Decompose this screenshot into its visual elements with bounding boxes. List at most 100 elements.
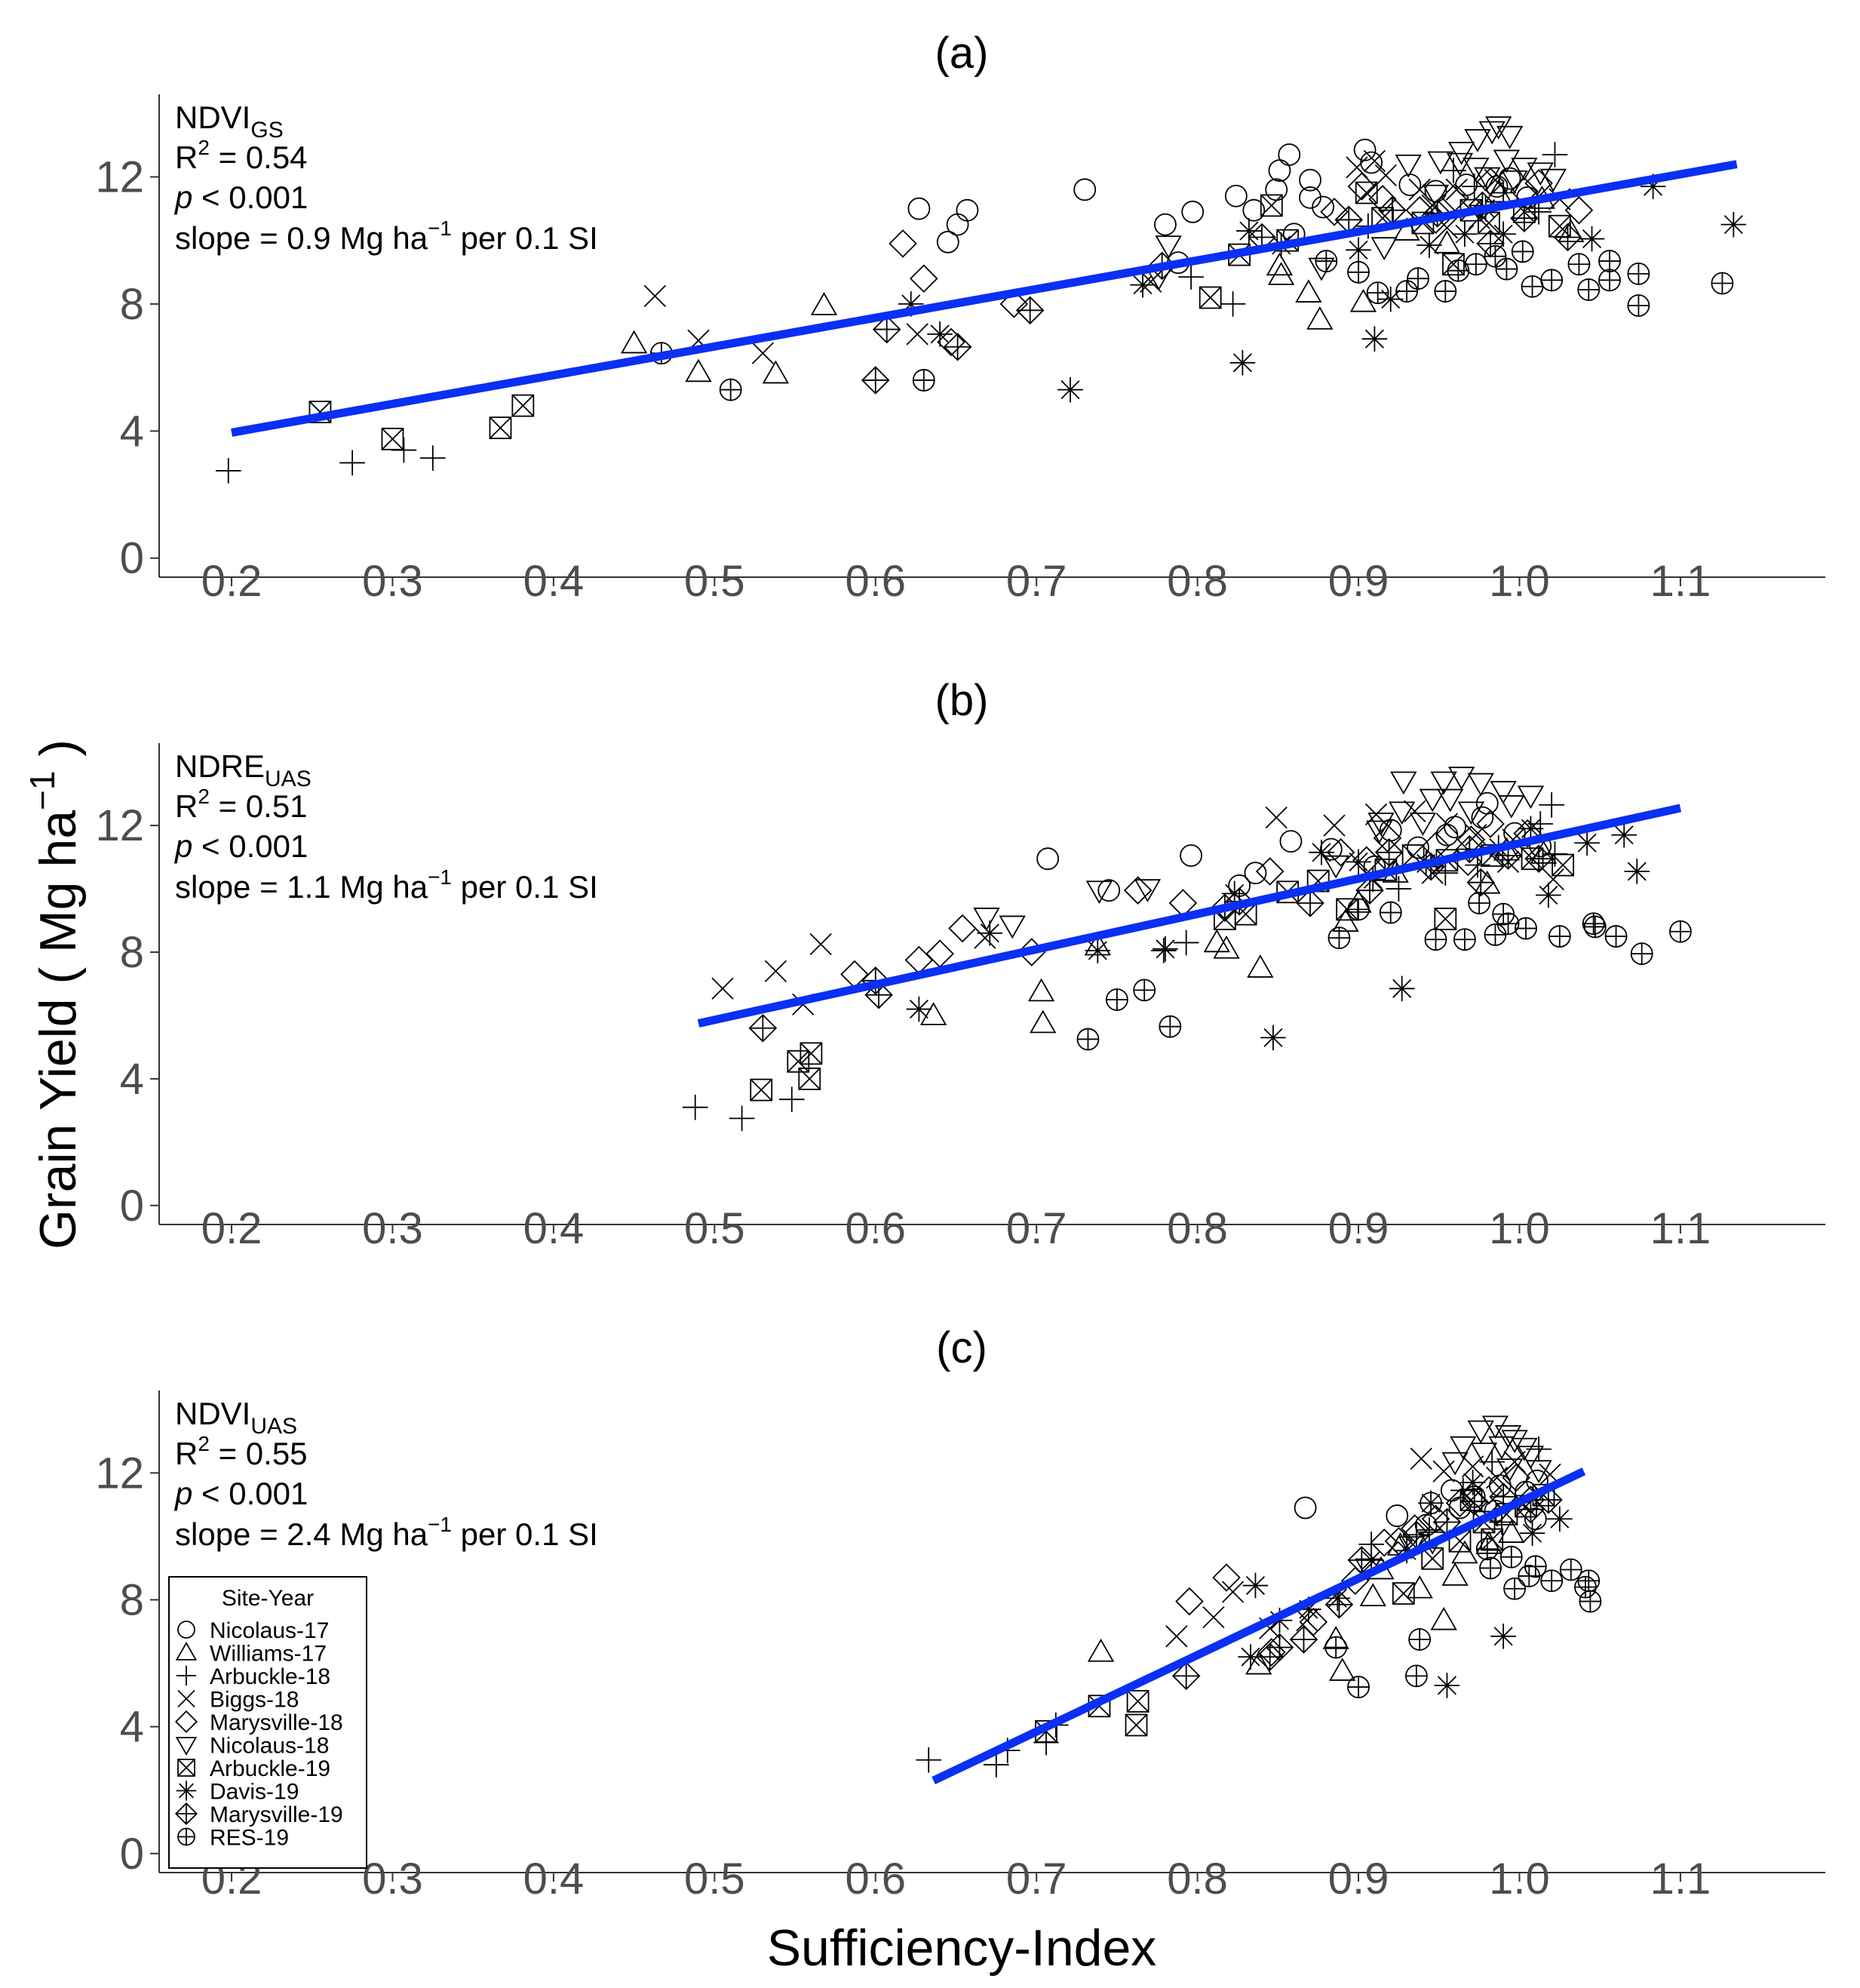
r2-label: R2 = 0.55 (175, 1432, 308, 1471)
legend-label: RES-19 (210, 1826, 289, 1851)
data-point (1315, 250, 1338, 272)
slope-label: slope = 2.4 Mg ha−1 per 0.1 SI (175, 1513, 598, 1552)
data-point (1498, 795, 1525, 819)
data-point (1519, 1520, 1545, 1546)
data-point (1323, 814, 1346, 837)
legend-entry: Davis-19 (176, 1780, 299, 1805)
data-point (1539, 792, 1564, 818)
x-tick-label: 0.4 (523, 557, 585, 606)
x-tick-label: 0.5 (684, 1854, 745, 1904)
index-name: NDREUAS (175, 748, 312, 791)
series-nicolaus-18 (973, 767, 1545, 939)
data-point (809, 933, 832, 956)
p-value-label: p < 0.001 (173, 1476, 308, 1511)
data-point (1379, 901, 1402, 924)
data-point (1327, 926, 1351, 950)
data-point (1255, 1642, 1285, 1671)
data-point (1126, 1690, 1149, 1713)
data-point (1418, 1490, 1444, 1516)
data-point (1542, 142, 1568, 167)
x-tick-label: 0.4 (523, 1854, 585, 1904)
legend-marker (176, 1665, 197, 1686)
data-point (1212, 1563, 1241, 1592)
data-point (1395, 280, 1418, 303)
data-point (1173, 929, 1199, 956)
data-point (1430, 771, 1457, 795)
series-davis-19 (898, 174, 1747, 403)
data-point (1498, 1519, 1525, 1543)
data-point (1577, 1569, 1601, 1593)
data-point (1247, 954, 1274, 978)
data-point (906, 323, 928, 346)
data-point (1361, 326, 1388, 352)
data-point (1527, 162, 1554, 186)
legend-entries: Nicolaus-17Williams-17Arbuckle-18Biggs-1… (174, 1618, 343, 1851)
data-point (1457, 801, 1485, 825)
legend: Site-Year Nicolaus-17Williams-17Arbuckle… (168, 1576, 367, 1869)
data-point (872, 315, 901, 344)
series-res-19 (650, 240, 1734, 401)
data-point (1475, 1476, 1503, 1505)
y-tick-label: 0 (120, 534, 144, 583)
data-point (1346, 237, 1371, 263)
series-marysville-19 (1171, 1483, 1563, 1691)
data-point (1521, 275, 1544, 298)
data-point (1511, 158, 1538, 181)
x-tick-label: 0.8 (1167, 557, 1228, 606)
legend-marker (175, 1642, 198, 1661)
data-point (936, 230, 959, 253)
data-point (1441, 1562, 1469, 1586)
x-tick-label: 1.1 (1650, 1204, 1711, 1253)
data-point (511, 394, 535, 417)
legend-entry: Marysville-18 (174, 1710, 343, 1735)
data-point (1242, 198, 1266, 222)
data-point (919, 1002, 947, 1025)
data-point (1306, 306, 1334, 330)
data-point (1366, 820, 1393, 844)
data-point (215, 458, 241, 484)
data-point (1030, 1009, 1057, 1034)
data-point (1036, 847, 1060, 871)
data-point (1447, 767, 1475, 790)
data-point (1450, 1436, 1477, 1460)
legend-marker (177, 1759, 195, 1777)
legend-label: Davis-19 (210, 1780, 299, 1805)
data-point (1165, 1625, 1188, 1648)
data-point (1488, 1436, 1515, 1460)
data-point (1598, 269, 1621, 292)
legend-label: Biggs-18 (210, 1688, 299, 1713)
data-point (1720, 211, 1747, 238)
x-tick-label: 1.0 (1489, 1854, 1550, 1904)
data-point (1294, 1496, 1317, 1519)
panel-2: (b) 0 4 8 12 0.2 0.3 0.4 0.5 0.6 0.7 0.8 0.9 1.0 1.1 ND… (95, 676, 1825, 1253)
x-tick-label: 0.6 (845, 1854, 906, 1904)
data-point (1260, 1025, 1286, 1051)
legend-entry: Arbuckle-18 (176, 1664, 330, 1689)
data-point (798, 1068, 821, 1090)
data-point (1329, 1658, 1356, 1681)
data-point (1518, 1565, 1541, 1587)
regression-line (697, 803, 1682, 1028)
data-point (711, 977, 734, 1000)
data-point (1395, 154, 1422, 178)
series-nicolaus-18 (1145, 116, 1567, 291)
data-point (1373, 824, 1402, 853)
data-point (1604, 925, 1628, 948)
data-point (1433, 229, 1461, 253)
data-point (1479, 1556, 1502, 1580)
data-point (1524, 844, 1553, 873)
x-tick-label: 0.9 (1328, 1204, 1389, 1253)
data-point (906, 996, 932, 1022)
legend-marker (174, 1802, 198, 1826)
legend-marker (177, 1827, 195, 1846)
x-tick-label: 0.8 (1167, 1204, 1228, 1253)
p-value-label: p < 0.001 (173, 180, 308, 215)
data-point (1498, 167, 1521, 190)
data-point (1073, 178, 1097, 201)
legend-entry: Arbuckle-19 (177, 1756, 330, 1781)
data-point (1627, 294, 1650, 317)
data-point (1370, 237, 1398, 261)
data-point (1470, 1443, 1498, 1466)
x-tick-label: 0.2 (201, 557, 262, 606)
